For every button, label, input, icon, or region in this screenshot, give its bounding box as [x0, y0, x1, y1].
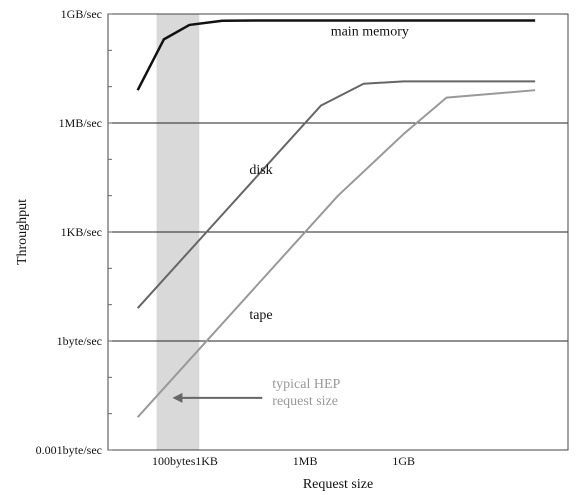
- series-lines: [136, 19, 536, 418]
- y-ticks: 0.001byte/sec 1byte/sec 1KB/sec 1MB/sec 1GB/…: [36, 7, 112, 457]
- y-tick-label: 1MB/sec: [59, 116, 102, 130]
- annotation-text: request size: [272, 394, 338, 409]
- x-ticks: 100bytes 1KB 1MB 1GB: [152, 454, 415, 468]
- series-labels: main memory disk tape: [249, 24, 409, 323]
- series-label: disk: [249, 163, 272, 178]
- gridlines: [108, 122, 568, 342]
- y-tick-label: 1GB/sec: [61, 7, 102, 21]
- y-tick-label: 0.001byte/sec: [36, 443, 102, 457]
- y-tick-label: 1KB/sec: [61, 225, 102, 239]
- annotation-text: typical HEP: [272, 377, 340, 392]
- annotation: typical HEP request size: [172, 377, 341, 409]
- x-tick-label: 1KB: [195, 454, 218, 468]
- y-tick-label: 1byte/sec: [57, 334, 102, 348]
- x-axis-label: Request size: [303, 477, 373, 492]
- annotation-arrow-head: [172, 392, 183, 403]
- x-tick-label: 1GB: [392, 454, 415, 468]
- x-tick-label: 100bytes: [152, 454, 196, 468]
- y-axis-label: Throughput: [15, 199, 30, 265]
- series-label: tape: [249, 308, 272, 323]
- x-tick-label: 1MB: [293, 454, 318, 468]
- series-label: main memory: [331, 24, 409, 39]
